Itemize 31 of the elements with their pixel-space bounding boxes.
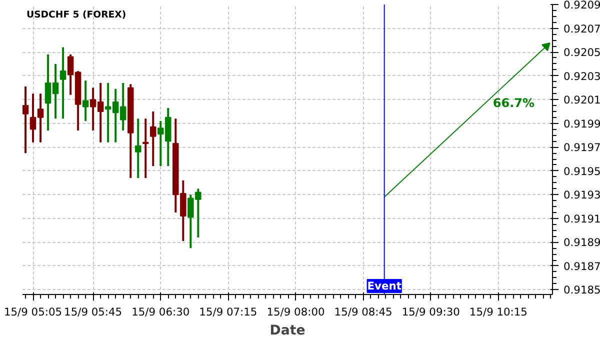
candlestick — [22, 86, 29, 154]
candlestick — [150, 110, 156, 168]
y-tick-label: 0.9207 — [564, 22, 600, 36]
y-tick-label: 0.9203 — [564, 70, 600, 83]
y-tick-label: 0.9191 — [564, 212, 600, 226]
x-tick-label: 15/9 07:15 — [199, 306, 258, 318]
x-tick-label: 15/9 08:00 — [266, 306, 325, 318]
y-tick-label: 0.9185 — [564, 284, 600, 297]
y-tick-label: 0.9193 — [564, 188, 600, 202]
y-tick-label: 0.9209 — [564, 0, 600, 12]
x-tick-label: 15/9 05:45 — [64, 306, 122, 318]
x-tick-label: 15/9 10:15 — [469, 306, 528, 318]
text: USDCHF 5 (FOREX) — [26, 10, 126, 20]
candlestick — [142, 118, 149, 180]
x-tick-label: 15/9 09:30 — [402, 306, 460, 318]
x-tick-label: 15/9 08:45 — [334, 306, 392, 318]
y-tick-label: 0.9197 — [564, 141, 600, 154]
x-tick-label: 15/9 06:30 — [132, 306, 190, 318]
x-tick-label: 15/9 05:05 — [4, 306, 62, 318]
y-tick-label: 0.9189 — [564, 236, 600, 250]
candlestick — [134, 118, 142, 180]
y-tick-label: 0.9199 — [564, 117, 600, 130]
annotation: 66.7% — [492, 96, 535, 110]
y-tick-label: 0.9205 — [564, 46, 600, 60]
x-axis-title: Date — [270, 324, 306, 338]
candlestick — [82, 80, 89, 122]
ref-line-label: Event — [367, 280, 402, 292]
y-tick-label: 0.9187 — [564, 260, 600, 273]
y-tick-label: 0.9195 — [564, 164, 600, 178]
y-tick-label: 0.9201 — [564, 94, 600, 107]
candlestick — [60, 46, 66, 120]
